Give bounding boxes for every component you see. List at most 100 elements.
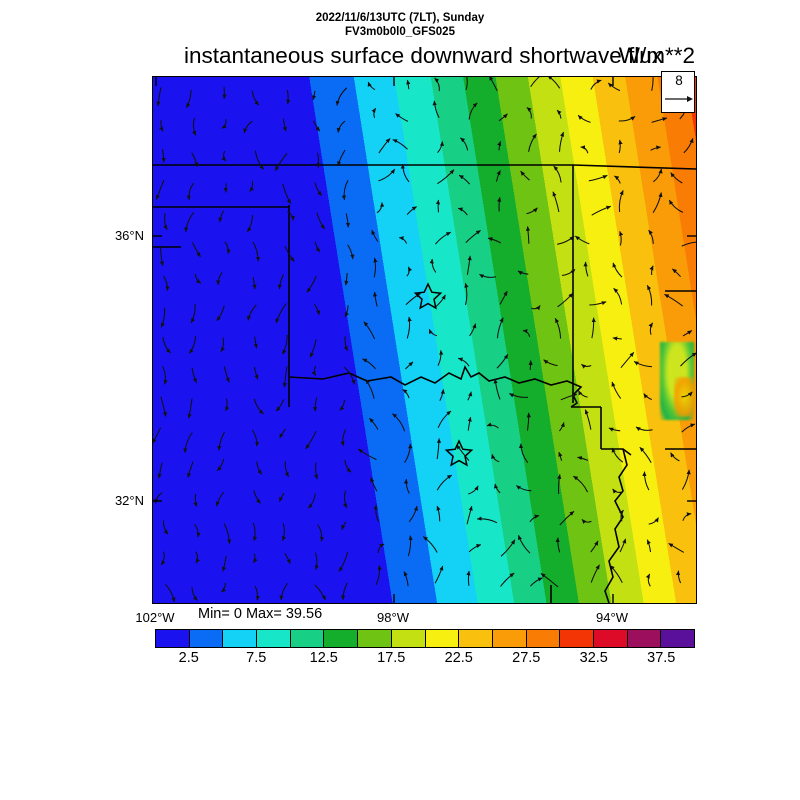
- wind-vector: [486, 422, 499, 429]
- axis-tick-marks: [153, 77, 696, 603]
- wind-vector: [187, 398, 193, 419]
- wind-vector: [590, 79, 602, 90]
- wind-vector: [497, 141, 502, 151]
- wind-vector: [254, 585, 260, 601]
- wind-vector: [190, 303, 196, 324]
- wind-vector: [378, 168, 396, 182]
- wind-vector: [468, 544, 482, 553]
- wind-vector: [561, 269, 576, 276]
- wind-vector: [340, 582, 348, 601]
- wind-vector: [495, 170, 501, 182]
- wind-vector: [186, 89, 192, 109]
- wind-vector: [530, 577, 543, 587]
- wind-vector: [496, 354, 509, 369]
- wind-vector: [583, 261, 589, 277]
- station-star-1: [413, 282, 443, 310]
- wind-vector: [314, 182, 323, 196]
- wind-vector: [337, 149, 346, 167]
- wind-vector: [216, 305, 225, 322]
- colorbar-tick: 17.5: [377, 650, 406, 666]
- wind-vector: [493, 378, 501, 400]
- wind-vector: [282, 118, 287, 132]
- wind-vector: [275, 303, 287, 324]
- wind-vector: [559, 510, 575, 526]
- wind-vector: [311, 365, 317, 376]
- wind-vector: [157, 462, 163, 479]
- wind-vector: [437, 141, 445, 154]
- wind-vector: [619, 231, 624, 246]
- wind-vector: [499, 290, 508, 305]
- wind-vector: [557, 292, 574, 308]
- wind-vector-field: [153, 77, 696, 603]
- wind-vector: [468, 485, 479, 495]
- colorbar-segment: [661, 630, 694, 647]
- wind-vector: [529, 514, 540, 523]
- colorbar-tick: 37.5: [647, 650, 676, 666]
- wind-vector: [479, 273, 497, 279]
- wind-vector: [469, 323, 477, 337]
- wind-vector: [253, 336, 258, 349]
- wind-vector: [675, 570, 682, 584]
- wind-vector: [434, 77, 440, 92]
- wind-vector: [277, 274, 284, 290]
- wind-vector: [408, 505, 419, 523]
- wind-vector: [162, 336, 171, 354]
- wind-vector: [611, 447, 624, 463]
- wind-vector: [648, 229, 654, 244]
- wind-vector: [373, 257, 378, 278]
- subtitle-model: FV3m0b0l0_GFS025: [345, 26, 455, 38]
- wind-vector: [221, 119, 227, 129]
- wind-vector: [437, 410, 452, 429]
- wind-vector: [405, 293, 421, 306]
- wind-vector: [312, 397, 318, 412]
- wind-vector: [573, 475, 589, 493]
- wind-vector: [439, 389, 445, 401]
- wind-vector: [633, 360, 652, 368]
- wind-vector: [555, 537, 561, 553]
- wind-vector: [682, 512, 692, 521]
- wind-vector: [223, 183, 228, 193]
- wind-vector: [251, 429, 260, 447]
- wind-vector: [577, 455, 589, 461]
- wind-vector: [522, 329, 531, 338]
- colorbar-segment: [156, 630, 190, 647]
- wind-vector: [312, 90, 317, 101]
- wind-vector: [645, 573, 651, 587]
- wind-vector: [362, 358, 377, 370]
- chart-title-area: instantaneous surface downward shortwave…: [152, 41, 695, 71]
- colorbar-tick: 2.5: [178, 650, 199, 666]
- wind-vector: [282, 366, 288, 388]
- wind-vector: [588, 174, 608, 182]
- wind-vector: [370, 477, 378, 492]
- wind-vector: [404, 443, 413, 463]
- wind-vector: [357, 448, 377, 461]
- colorbar-segment: [425, 630, 460, 647]
- wind-vector: [188, 335, 197, 354]
- wind-vector: [543, 359, 558, 367]
- wind-vector: [191, 242, 201, 258]
- colorbar-segment: [358, 630, 392, 647]
- wind-vector: [160, 396, 167, 417]
- wind-vector: [162, 520, 169, 535]
- colorbar-segment: [593, 630, 628, 647]
- colorbar-tick: 27.5: [512, 650, 541, 666]
- wind-vector: [577, 390, 588, 398]
- wind-vector: [646, 285, 653, 306]
- wind-vector: [375, 565, 382, 586]
- station-star-2: [444, 439, 474, 467]
- wind-vector: [608, 427, 621, 432]
- wind-vector: [186, 182, 195, 201]
- wind-vector: [680, 352, 696, 367]
- wind-vector: [287, 210, 295, 221]
- wind-vector: [436, 505, 441, 522]
- wind-vector: [528, 133, 537, 152]
- wind-vector: [282, 183, 292, 204]
- wind-vector: [649, 265, 654, 276]
- wind-vector: [526, 106, 532, 119]
- wind-vector: [681, 423, 696, 433]
- wind-vector: [581, 363, 592, 369]
- wind-vector: [306, 275, 317, 293]
- wind-vector: [342, 490, 348, 509]
- wind-vector: [305, 430, 317, 450]
